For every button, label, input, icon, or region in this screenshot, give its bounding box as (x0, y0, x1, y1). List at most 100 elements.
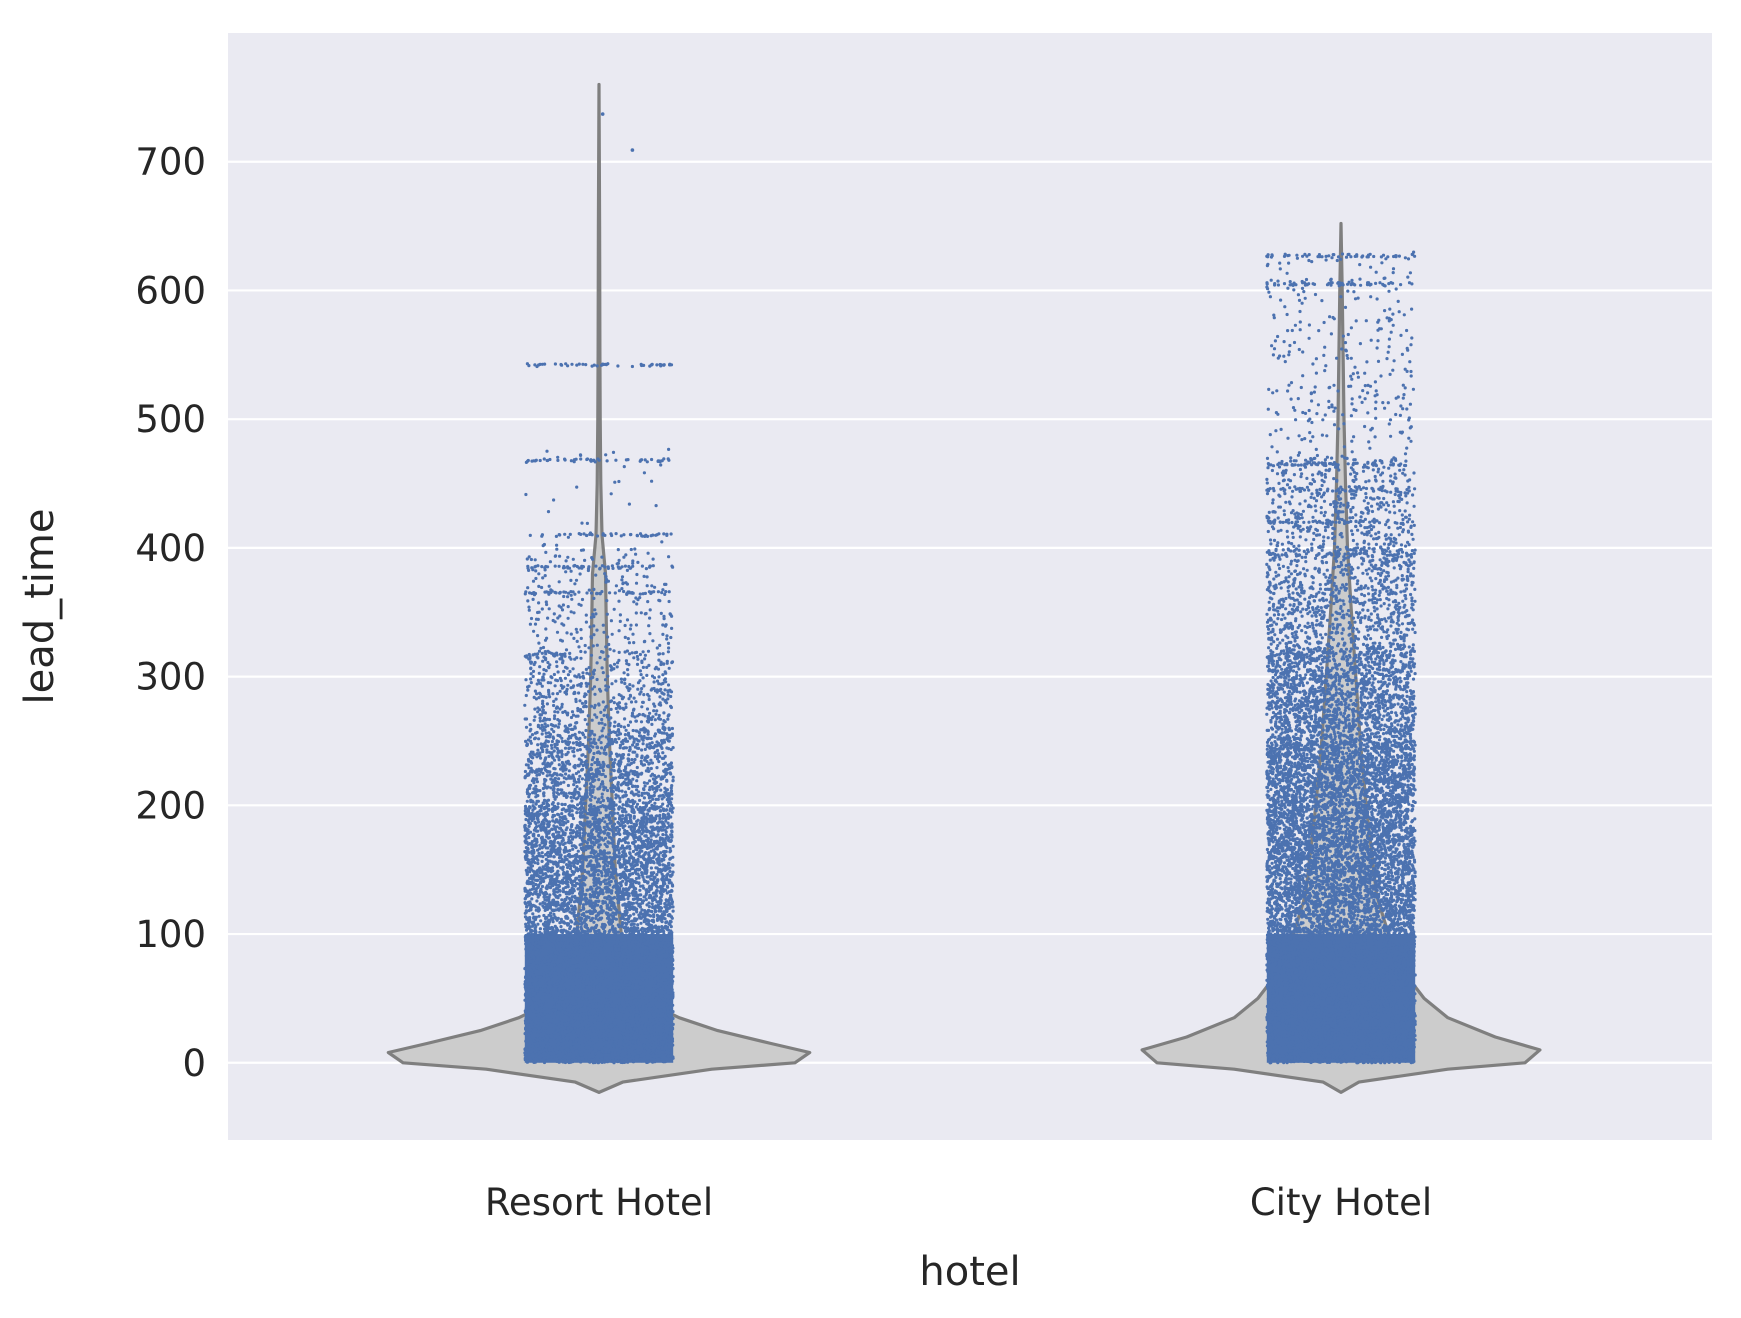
point (590, 955, 594, 959)
point (577, 1059, 581, 1063)
point (542, 940, 546, 944)
point (581, 969, 585, 973)
point (631, 963, 635, 967)
point (614, 1039, 618, 1044)
point (657, 961, 661, 965)
point (576, 940, 580, 944)
point (610, 943, 614, 947)
point (551, 987, 555, 991)
point (534, 1054, 538, 1058)
point (664, 963, 668, 967)
point (611, 1056, 615, 1060)
point (663, 978, 667, 982)
point (526, 940, 531, 944)
point (655, 885, 660, 889)
point (600, 1057, 604, 1061)
point (639, 1042, 643, 1047)
point (620, 968, 625, 972)
point (667, 999, 671, 1003)
point (651, 1040, 655, 1044)
point (638, 943, 642, 947)
point (556, 1043, 560, 1047)
point (584, 982, 589, 986)
point (632, 1005, 636, 1009)
point (579, 947, 584, 952)
point (581, 994, 585, 998)
point (597, 1034, 601, 1038)
point (654, 1038, 658, 1042)
point (583, 1039, 587, 1044)
point (656, 946, 660, 950)
point (667, 1057, 671, 1061)
point (667, 961, 671, 965)
point (575, 946, 579, 950)
point (617, 851, 621, 855)
point (578, 965, 582, 969)
point (609, 1034, 613, 1038)
point (604, 950, 608, 954)
point (545, 952, 549, 956)
point (631, 1060, 636, 1064)
point (636, 935, 640, 939)
point (625, 1022, 630, 1026)
point (656, 976, 660, 980)
point (540, 1034, 544, 1038)
point (606, 974, 611, 978)
point (552, 981, 556, 985)
point (668, 1035, 672, 1040)
point (652, 987, 656, 991)
point (651, 1048, 655, 1052)
point (618, 976, 623, 980)
point (528, 982, 532, 986)
point (666, 1054, 670, 1058)
point (536, 1034, 540, 1038)
point (621, 976, 625, 980)
point (640, 958, 644, 962)
point (602, 940, 607, 944)
point (546, 956, 550, 960)
point (637, 954, 641, 959)
point (657, 1038, 662, 1042)
point (627, 1051, 632, 1055)
point (567, 991, 571, 995)
point (632, 1001, 637, 1005)
point (528, 1027, 533, 1032)
point (618, 951, 622, 956)
point (618, 1007, 622, 1011)
point (574, 965, 578, 969)
point (612, 971, 616, 975)
point (621, 1060, 625, 1064)
point (664, 1050, 669, 1054)
point (594, 966, 598, 970)
point (556, 1010, 560, 1015)
point (643, 935, 647, 939)
point (671, 1010, 675, 1014)
point (578, 1050, 582, 1054)
point (563, 1004, 567, 1009)
point (636, 1054, 640, 1059)
point (595, 1030, 599, 1035)
point (641, 1004, 645, 1008)
point (666, 996, 670, 1000)
point (606, 1058, 610, 1062)
point (646, 1051, 651, 1055)
point (656, 971, 660, 975)
point (641, 1010, 646, 1014)
point (552, 1001, 556, 1005)
point (551, 943, 555, 947)
point (624, 943, 628, 947)
point (621, 955, 625, 959)
point (531, 996, 535, 1001)
point (663, 990, 667, 994)
point (657, 1021, 661, 1025)
point (640, 871, 644, 875)
plot-background (228, 33, 1712, 1140)
point (583, 1023, 588, 1027)
point (527, 975, 531, 979)
point (624, 948, 629, 953)
point (536, 1047, 541, 1051)
point (651, 998, 655, 1002)
point (563, 941, 567, 945)
point (613, 947, 618, 951)
point (587, 1012, 591, 1016)
